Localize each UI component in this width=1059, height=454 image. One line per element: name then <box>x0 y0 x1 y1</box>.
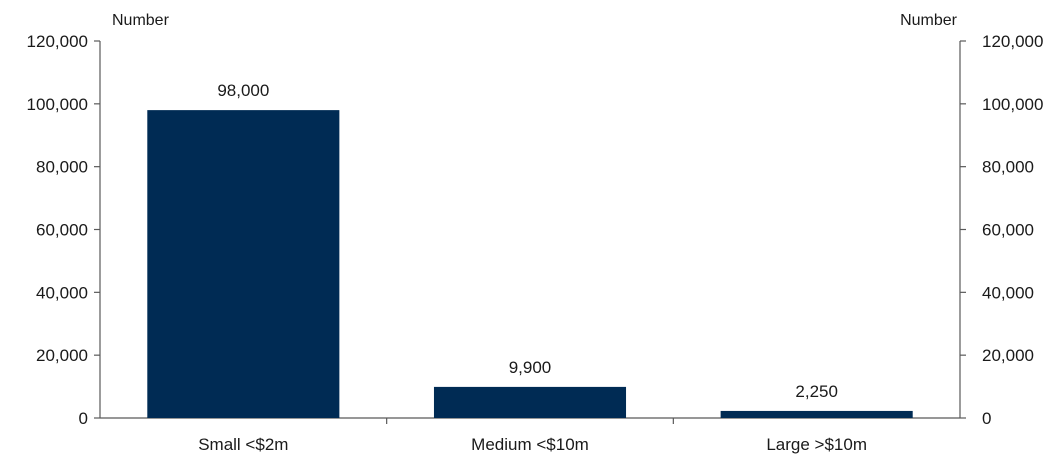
bar-2 <box>433 386 627 418</box>
left-y-tick-label: 20,000 <box>36 346 88 365</box>
x-category-label: Large >$10m <box>766 435 867 454</box>
x-category-label: Medium <$10m <box>471 435 589 454</box>
bar-1 <box>147 110 340 418</box>
right-y-tick-label: 80,000 <box>982 158 1034 177</box>
right-y-tick-label: 60,000 <box>982 221 1034 240</box>
left-y-tick-label: 120,000 <box>27 32 88 51</box>
left-y-tick-label: 60,000 <box>36 221 88 240</box>
x-category-label: Small <$2m <box>198 435 288 454</box>
left-y-tick-label: 0 <box>79 409 88 428</box>
right-y-tick-label: 20,000 <box>982 346 1034 365</box>
right-y-tick-label: 100,000 <box>982 95 1043 114</box>
right-y-tick-label: 0 <box>982 409 991 428</box>
right-y-axis-unit-label: Number <box>900 12 958 29</box>
bar-value-label: 9,900 <box>509 358 552 377</box>
left-y-tick-label: 40,000 <box>36 283 88 302</box>
left-y-axis-unit-label: Number <box>112 12 170 29</box>
bar-value-label: 98,000 <box>217 81 269 100</box>
left-y-tick-label: 80,000 <box>36 158 88 177</box>
bar-value-label: 2,250 <box>795 382 838 401</box>
left-y-tick-label: 100,000 <box>27 95 88 114</box>
labels: 0 0 20,000 20,000 40,000 40,000 60,000 60,000 80… <box>27 12 1044 454</box>
right-y-tick-label: 40,000 <box>982 283 1034 302</box>
bars <box>147 110 913 418</box>
right-y-tick-label: 120,000 <box>982 32 1043 51</box>
bar-3 <box>720 410 913 418</box>
